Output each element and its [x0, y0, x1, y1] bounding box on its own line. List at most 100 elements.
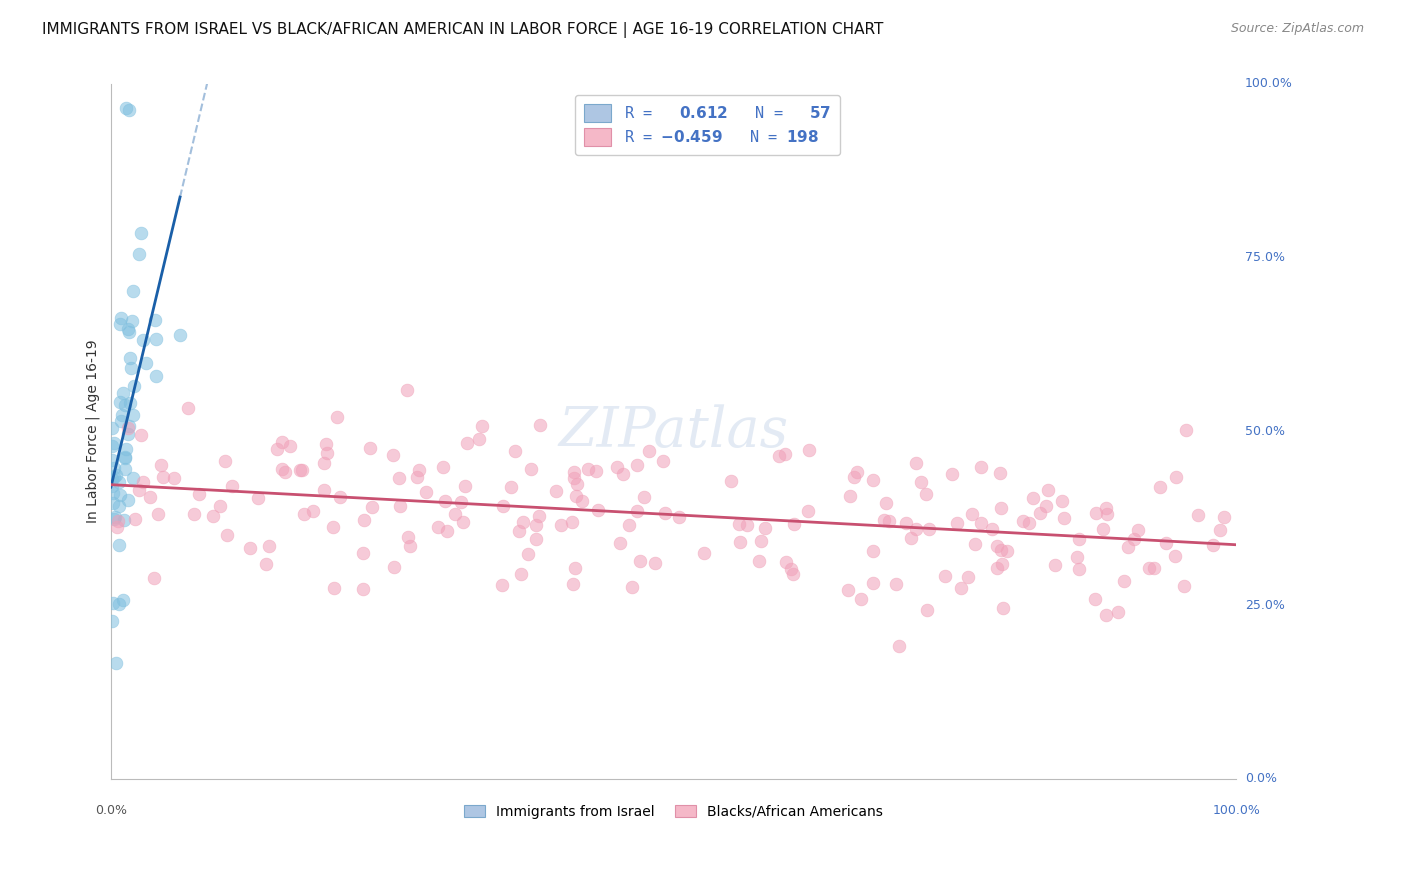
Point [1011, 515, 1033, 529]
Point [1053, 511, 1076, 525]
Point [862, 544, 884, 558]
Point [177, 401, 200, 416]
Point [905, 522, 928, 536]
Point [768, 449, 790, 463]
Point [720, 474, 742, 488]
Point [117, 427, 139, 442]
Point [112, 386, 135, 401]
Point [118, 103, 141, 117]
Point [562, 471, 585, 485]
Text: Source: ZipAtlas.com: Source: ZipAtlas.com [1230, 22, 1364, 36]
Point [107, 514, 129, 528]
Point [668, 509, 690, 524]
Point [576, 462, 599, 476]
Point [1018, 516, 1040, 530]
Point [101, 453, 124, 467]
Point [1038, 483, 1060, 498]
Point [132, 475, 155, 490]
Point [1066, 549, 1088, 564]
Point [138, 490, 160, 504]
Point [1126, 523, 1149, 537]
Point [274, 465, 297, 479]
Point [292, 507, 315, 521]
Point [934, 568, 956, 582]
Point [406, 470, 429, 484]
Point [131, 333, 153, 347]
Point [950, 581, 973, 595]
Point [122, 284, 145, 298]
Point [128, 247, 150, 261]
Point [117, 421, 139, 435]
Point [169, 327, 191, 342]
Point [837, 583, 859, 598]
Point [941, 467, 963, 482]
Point [103, 461, 125, 475]
Point [564, 560, 586, 574]
Point [918, 523, 941, 537]
Point [561, 515, 583, 529]
Point [517, 547, 540, 561]
Point [381, 448, 404, 462]
Point [361, 500, 384, 515]
Point [312, 483, 335, 497]
Point [524, 517, 547, 532]
Point [1164, 549, 1187, 563]
Point [693, 546, 716, 560]
Point [917, 603, 939, 617]
Point [1067, 532, 1090, 546]
Point [315, 446, 337, 460]
Point [101, 472, 124, 486]
Point [278, 439, 301, 453]
Point [322, 582, 344, 596]
Point [499, 480, 522, 494]
Point [626, 504, 648, 518]
Point [990, 557, 1012, 571]
Point [546, 484, 568, 499]
Point [266, 442, 288, 457]
Point [382, 560, 405, 574]
Point [1045, 558, 1067, 572]
Point [562, 466, 585, 480]
Point [271, 462, 294, 476]
Text: 100.0%: 100.0% [1212, 804, 1260, 817]
Point [453, 515, 475, 529]
Point [444, 508, 467, 522]
Point [617, 518, 640, 533]
Point [150, 458, 173, 472]
Point [291, 463, 314, 477]
Point [606, 460, 628, 475]
Point [117, 492, 139, 507]
Point [152, 470, 174, 484]
Point [254, 557, 277, 571]
Point [117, 325, 139, 339]
Point [491, 578, 513, 592]
Point [862, 575, 884, 590]
Point [1095, 507, 1118, 521]
Point [565, 477, 588, 491]
Y-axis label: In Labor Force | Age 16-19: In Labor Force | Age 16-19 [86, 340, 100, 524]
Point [735, 517, 758, 532]
Point [454, 479, 477, 493]
Point [114, 101, 136, 115]
Point [571, 493, 593, 508]
Point [121, 470, 143, 484]
Point [145, 332, 167, 346]
Point [118, 351, 141, 365]
Point [965, 537, 987, 551]
Point [524, 533, 547, 547]
Point [956, 569, 979, 583]
Point [322, 519, 344, 533]
Point [1154, 536, 1177, 550]
Point [270, 434, 292, 449]
Point [1137, 560, 1160, 574]
Point [396, 383, 419, 397]
Point [1209, 523, 1232, 537]
Point [238, 541, 260, 555]
Point [775, 555, 797, 569]
Point [433, 494, 456, 508]
Text: 0.0%: 0.0% [1244, 772, 1277, 786]
Point [875, 496, 897, 510]
Point [183, 507, 205, 521]
Point [436, 524, 458, 538]
Point [415, 485, 437, 500]
